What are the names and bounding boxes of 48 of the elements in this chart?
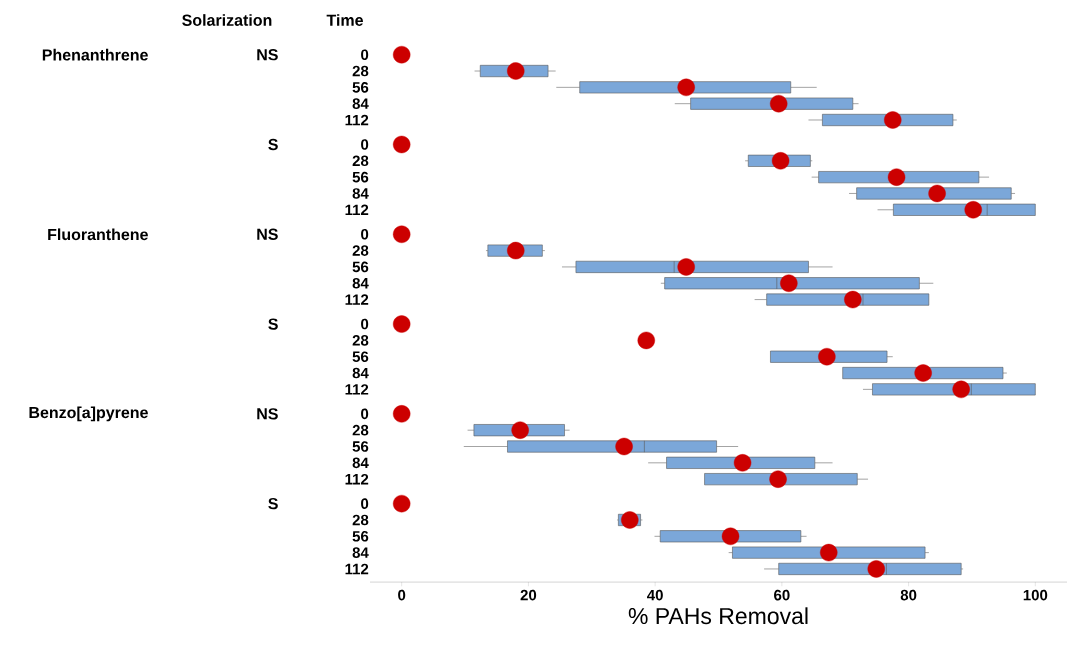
y-tick-label: 28 [352, 245, 369, 256]
y-tick-label: 112 [345, 563, 369, 575]
y-tick-label: 56 [352, 261, 369, 273]
y-tick-label: 0 [361, 228, 369, 240]
y-tick-label: 112 [345, 384, 369, 395]
y-tick-label: 0 [361, 408, 369, 420]
y-tick-label: 28 [352, 335, 369, 346]
y-tick-label: 56 [352, 351, 369, 363]
y-tick-label: 84 [352, 367, 369, 379]
text: NS [257, 408, 278, 420]
y-tick-label: 84 [352, 547, 369, 558]
text: NS [257, 228, 278, 240]
y-tick-label: 56 [352, 171, 369, 183]
y-tick-label: 112 [345, 473, 369, 485]
text: S [268, 138, 278, 151]
x-axis-title: % PAHs Removal [628, 607, 808, 625]
x-tick-label: 80 [900, 589, 917, 601]
y-tick-label: 84 [352, 98, 369, 109]
y-tick-label: 28 [352, 155, 369, 167]
y-tick-label: 84 [352, 457, 369, 469]
x-tick-label: 20 [520, 589, 537, 601]
text: NS [257, 49, 278, 61]
y-tick-label: 0 [361, 318, 369, 330]
x-tick-label: 40 [647, 589, 663, 601]
text: Benzo[a]pyrene [29, 406, 148, 422]
text: S [268, 497, 278, 510]
y-tick-label: 112 [345, 204, 369, 216]
y-tick-label: 112 [345, 294, 369, 305]
y-tick-label: 112 [345, 114, 369, 126]
text: Solarization [182, 14, 272, 26]
text: Phenanthrene [42, 48, 148, 61]
y-tick-label: 0 [361, 498, 369, 509]
y-tick-label: 28 [352, 65, 369, 77]
y-tick-label: 56 [352, 82, 369, 93]
x-tick-label: 60 [774, 589, 790, 601]
x-tick-label: 100 [1023, 589, 1048, 601]
y-tick-label: 0 [361, 139, 369, 150]
y-tick-label: 28 [352, 424, 369, 436]
text: Time [326, 14, 363, 26]
y-tick-label: 56 [352, 530, 369, 542]
y-tick-label: 84 [352, 188, 369, 199]
y-tick-label: 28 [352, 514, 369, 526]
text: S [268, 318, 278, 330]
y-tick-label: 56 [352, 441, 369, 452]
y-tick-label: 84 [352, 277, 369, 289]
y-tick-label: 0 [361, 49, 369, 60]
x-tick-label: 0 [398, 589, 406, 601]
text: Fluoranthene [48, 228, 148, 241]
